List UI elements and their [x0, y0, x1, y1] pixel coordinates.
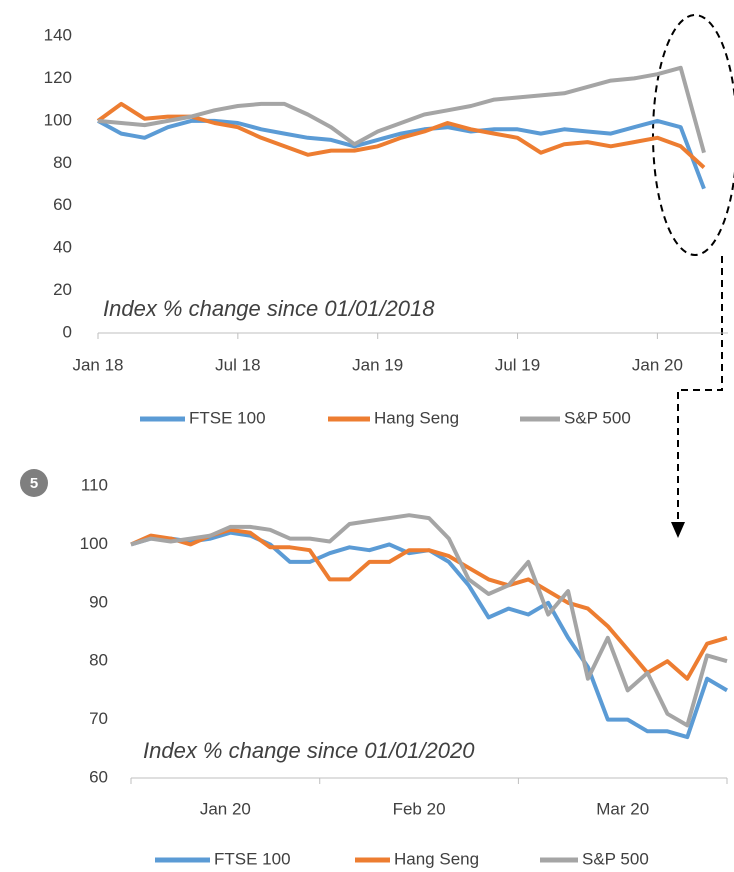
legend-label: S&P 500 — [582, 849, 649, 868]
y-tick-label: 110 — [81, 475, 108, 494]
y-tick-label: 60 — [89, 767, 108, 786]
y-tick-label: 80 — [53, 153, 72, 172]
y-tick-label: 100 — [80, 534, 108, 553]
x-group-label: Mar 20 — [596, 799, 649, 818]
badge-label: 5 — [30, 475, 38, 492]
series-line — [97, 118, 706, 190]
x-tick-label: Jan 20 — [632, 355, 683, 374]
arrow-head — [671, 522, 685, 538]
y-tick-label: 20 — [53, 280, 72, 299]
y-tick-label: 120 — [44, 68, 72, 87]
x-tick-label: Jan 18 — [72, 355, 123, 374]
x-group-label: Feb 20 — [393, 799, 446, 818]
annotation: Index % change since 01/01/2018 — [103, 296, 435, 321]
connector-arrow — [677, 256, 723, 522]
legend-label: FTSE 100 — [214, 849, 291, 868]
y-tick-label: 100 — [44, 110, 72, 129]
y-tick-label: 60 — [53, 195, 72, 214]
annotation: Index % change since 01/01/2020 — [143, 738, 475, 763]
y-tick-label: 140 — [44, 25, 72, 44]
y-tick-label: 90 — [89, 592, 108, 611]
y-tick-label: 40 — [53, 238, 72, 257]
highlight-ellipse — [652, 14, 734, 256]
x-tick-label: Jul 19 — [495, 355, 540, 374]
legend-label: FTSE 100 — [189, 408, 266, 427]
y-tick-label: 0 — [63, 322, 72, 341]
series-line — [130, 530, 729, 740]
series-line — [96, 101, 706, 169]
x-tick-label: Jul 18 — [215, 355, 260, 374]
series-line — [130, 513, 728, 728]
y-tick-label: 70 — [89, 709, 108, 728]
x-tick-label: Jan 19 — [352, 355, 403, 374]
legend-label: Hang Seng — [394, 849, 479, 868]
series-line — [130, 527, 728, 681]
legend-label: Hang Seng — [374, 408, 459, 427]
legend-label: S&P 500 — [564, 408, 631, 427]
badge — [20, 469, 48, 497]
x-group-label: Jan 20 — [200, 799, 251, 818]
series-line — [97, 65, 706, 154]
y-tick-label: 80 — [89, 651, 108, 670]
